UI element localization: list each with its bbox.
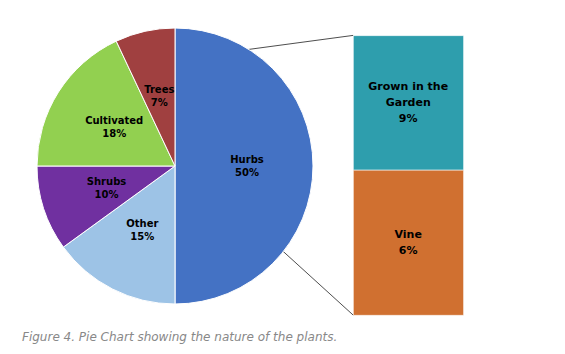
svg-text:10%: 10% — [95, 189, 119, 200]
svg-text:Grown in the: Grown in the — [368, 80, 448, 93]
svg-text:6%: 6% — [399, 244, 418, 257]
svg-text:Shrubs: Shrubs — [87, 176, 127, 187]
svg-text:18%: 18% — [102, 128, 126, 139]
svg-text:50%: 50% — [235, 167, 259, 178]
svg-text:Hurbs: Hurbs — [230, 154, 264, 165]
svg-text:15%: 15% — [130, 231, 154, 242]
svg-text:Figure 4. Pie Chart showing th: Figure 4. Pie Chart showing the nature o… — [22, 330, 337, 344]
svg-text:7%: 7% — [151, 97, 168, 108]
svg-text:Garden: Garden — [386, 96, 431, 109]
svg-text:Cultivated: Cultivated — [85, 115, 143, 126]
svg-text:Other: Other — [126, 218, 158, 229]
svg-text:Trees: Trees — [144, 84, 174, 95]
svg-text:9%: 9% — [399, 112, 418, 125]
svg-text:Vine: Vine — [395, 228, 422, 241]
